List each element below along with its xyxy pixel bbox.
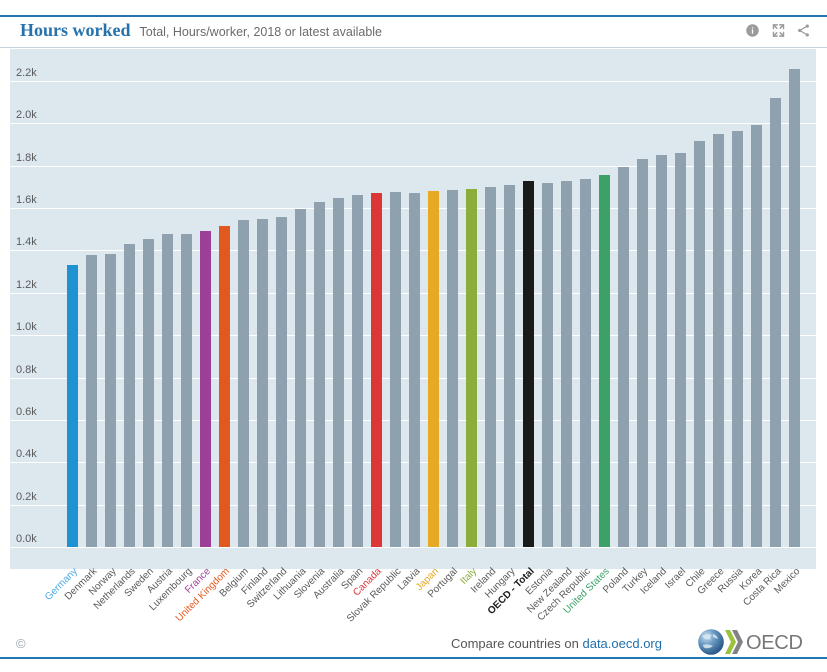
svg-text:OECD: OECD: [746, 632, 803, 654]
